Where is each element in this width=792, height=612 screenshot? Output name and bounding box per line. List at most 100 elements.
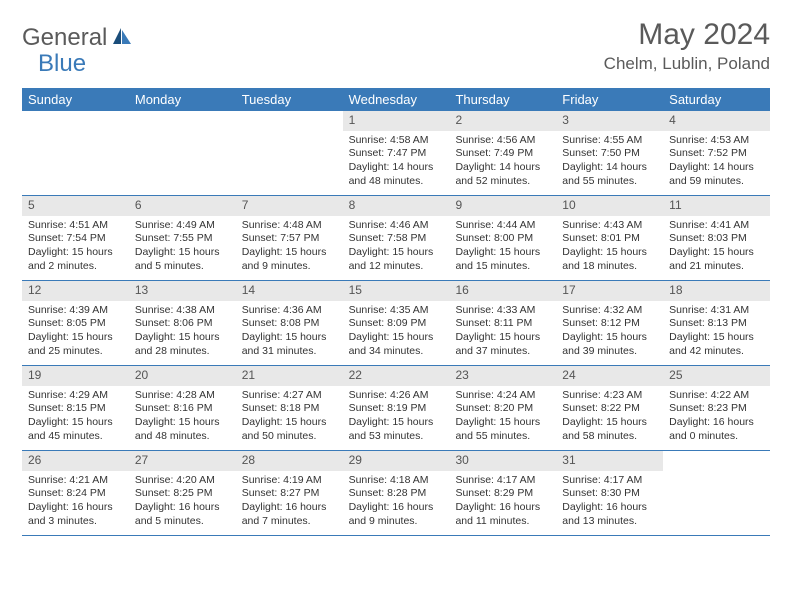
sunset-text: Sunset: 8:01 PM [562, 232, 657, 246]
day-number: 5 [22, 196, 129, 216]
daylight-text: Daylight: 15 hours [455, 246, 550, 260]
day-cell: 30 Sunrise: 4:17 AMSunset: 8:29 PMDayligh… [449, 451, 556, 535]
day-header: Sunday [22, 88, 129, 111]
day-cell: 21Sunrise: 4:27 AMSunset: 8:18 PMDayligh… [236, 366, 343, 450]
sunrise-text: Sunrise: 4:33 AM [455, 304, 550, 318]
day-details: Sunrise: 4:18 AMSunset: 8:28 PMDaylight:… [343, 474, 450, 533]
day-cell: 28 Sunrise: 4:19 AMSunset: 8:27 PMDayligh… [236, 451, 343, 535]
day-number: 30 [449, 451, 556, 471]
day-details: Sunrise: 4:22 AMSunset: 8:23 PMDaylight:… [663, 389, 770, 448]
day-details: Sunrise: 4:31 AMSunset: 8:13 PMDaylight:… [663, 304, 770, 363]
daylight-text: and 45 minutes. [28, 430, 123, 444]
day-details: Sunrise: 4:36 AMSunset: 8:08 PMDaylight:… [236, 304, 343, 363]
sunset-text: Sunset: 7:58 PM [349, 232, 444, 246]
daylight-text: Daylight: 16 hours [242, 501, 337, 515]
daylight-text: and 0 minutes. [669, 430, 764, 444]
daylight-text: Daylight: 16 hours [349, 501, 444, 515]
sunrise-text: Sunrise: 4:41 AM [669, 219, 764, 233]
daylight-text: Daylight: 14 hours [562, 161, 657, 175]
sunrise-text: Sunrise: 4:22 AM [669, 389, 764, 403]
daylight-text: Daylight: 15 hours [28, 416, 123, 430]
day-cell: 5 Sunrise: 4:51 AMSunset: 7:54 PMDaylight… [22, 196, 129, 280]
sunrise-text: Sunrise: 4:27 AM [242, 389, 337, 403]
day-number: 20 [129, 366, 236, 386]
day-details: Sunrise: 4:56 AMSunset: 7:49 PMDaylight:… [449, 134, 556, 193]
day-number: 15 [343, 281, 450, 301]
daylight-text: Daylight: 15 hours [135, 331, 230, 345]
daylight-text: Daylight: 14 hours [455, 161, 550, 175]
sunset-text: Sunset: 8:25 PM [135, 487, 230, 501]
day-cell: 14Sunrise: 4:36 AMSunset: 8:08 PMDayligh… [236, 281, 343, 365]
day-number: 7 [236, 196, 343, 216]
logo: General [22, 18, 135, 52]
daylight-text: Daylight: 16 hours [28, 501, 123, 515]
sunset-text: Sunset: 8:27 PM [242, 487, 337, 501]
day-details: Sunrise: 4:46 AMSunset: 7:58 PMDaylight:… [343, 219, 450, 278]
calendar-row: 1Sunrise: 4:58 AMSunset: 7:47 PMDaylight… [22, 111, 770, 196]
daylight-text: and 21 minutes. [669, 260, 764, 274]
day-number: 28 [236, 451, 343, 471]
day-header: Thursday [449, 88, 556, 111]
daylight-text: and 34 minutes. [349, 345, 444, 359]
day-number: 11 [663, 196, 770, 216]
day-cell: 27Sunrise: 4:20 AMSunset: 8:25 PMDayligh… [129, 451, 236, 535]
sunrise-text: Sunrise: 4:23 AM [562, 389, 657, 403]
sunset-text: Sunset: 7:54 PM [28, 232, 123, 246]
day-number: 31 [556, 451, 663, 471]
day-details: Sunrise: 4:29 AMSunset: 8:15 PMDaylight:… [22, 389, 129, 448]
daylight-text: Daylight: 15 hours [669, 246, 764, 260]
day-details: Sunrise: 4:51 AMSunset: 7:54 PMDaylight:… [22, 219, 129, 278]
daylight-text: and 48 minutes. [135, 430, 230, 444]
daylight-text: Daylight: 16 hours [135, 501, 230, 515]
location-label: Chelm, Lublin, Poland [604, 54, 770, 74]
day-cell: 1Sunrise: 4:58 AMSunset: 7:47 PMDaylight… [343, 111, 450, 195]
day-details: Sunrise: 4:17 AMSunset: 8:30 PMDaylight:… [556, 474, 663, 533]
sunset-text: Sunset: 8:29 PM [455, 487, 550, 501]
day-details: Sunrise: 4:48 AMSunset: 7:57 PMDaylight:… [236, 219, 343, 278]
daylight-text: Daylight: 15 hours [562, 416, 657, 430]
daylight-text: Daylight: 15 hours [455, 331, 550, 345]
daylight-text: Daylight: 15 hours [562, 331, 657, 345]
day-cell: 16Sunrise: 4:33 AMSunset: 8:11 PMDayligh… [449, 281, 556, 365]
daylight-text: Daylight: 15 hours [135, 246, 230, 260]
daylight-text: and 5 minutes. [135, 515, 230, 529]
day-cell: 8Sunrise: 4:46 AMSunset: 7:58 PMDaylight… [343, 196, 450, 280]
daylight-text: and 15 minutes. [455, 260, 550, 274]
daylight-text: and 18 minutes. [562, 260, 657, 274]
daylight-text: and 59 minutes. [669, 175, 764, 189]
daylight-text: Daylight: 15 hours [349, 331, 444, 345]
sunset-text: Sunset: 8:28 PM [349, 487, 444, 501]
sunrise-text: Sunrise: 4:43 AM [562, 219, 657, 233]
daylight-text: Daylight: 15 hours [455, 416, 550, 430]
daylight-text: and 3 minutes. [28, 515, 123, 529]
day-number: 22 [343, 366, 450, 386]
logo-text-general: General [22, 24, 107, 52]
daylight-text: Daylight: 14 hours [669, 161, 764, 175]
empty-cell [129, 111, 236, 195]
day-cell: 12Sunrise: 4:39 AMSunset: 8:05 PMDayligh… [22, 281, 129, 365]
day-number: 17 [556, 281, 663, 301]
day-details: Sunrise: 4:28 AMSunset: 8:16 PMDaylight:… [129, 389, 236, 448]
day-number: 13 [129, 281, 236, 301]
day-cell: 17Sunrise: 4:32 AMSunset: 8:12 PMDayligh… [556, 281, 663, 365]
daylight-text: and 5 minutes. [135, 260, 230, 274]
day-details: Sunrise: 4:17 AMSunset: 8:29 PMDaylight:… [449, 474, 556, 533]
day-details: Sunrise: 4:19 AMSunset: 8:27 PMDaylight:… [236, 474, 343, 533]
day-details: Sunrise: 4:23 AMSunset: 8:22 PMDaylight:… [556, 389, 663, 448]
sunset-text: Sunset: 7:49 PM [455, 147, 550, 161]
day-details: Sunrise: 4:27 AMSunset: 8:18 PMDaylight:… [236, 389, 343, 448]
day-cell: 7 Sunrise: 4:48 AMSunset: 7:57 PMDaylight… [236, 196, 343, 280]
sunset-text: Sunset: 7:57 PM [242, 232, 337, 246]
sunset-text: Sunset: 8:09 PM [349, 317, 444, 331]
sunrise-text: Sunrise: 4:21 AM [28, 474, 123, 488]
day-cell: 23Sunrise: 4:24 AMSunset: 8:20 PMDayligh… [449, 366, 556, 450]
sunrise-text: Sunrise: 4:39 AM [28, 304, 123, 318]
day-number: 18 [663, 281, 770, 301]
sunrise-text: Sunrise: 4:31 AM [669, 304, 764, 318]
daylight-text: and 9 minutes. [242, 260, 337, 274]
day-cell: 4Sunrise: 4:53 AMSunset: 7:52 PMDaylight… [663, 111, 770, 195]
sail-icon [111, 26, 133, 51]
daylight-text: and 52 minutes. [455, 175, 550, 189]
sunrise-text: Sunrise: 4:26 AM [349, 389, 444, 403]
sunset-text: Sunset: 8:30 PM [562, 487, 657, 501]
